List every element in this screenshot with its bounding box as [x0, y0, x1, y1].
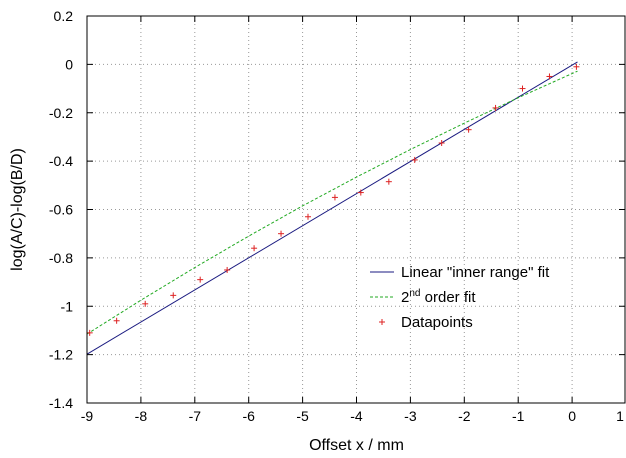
x-tick-label: -5 [296, 408, 309, 424]
legend-label: Linear "inner range" fit [401, 264, 550, 281]
y-tick-label: -0.2 [49, 105, 73, 121]
datapoint-marker [357, 189, 364, 196]
datapoint-marker [411, 156, 418, 163]
legend: Linear "inner range" fit 2nd order fit Dat… [370, 264, 550, 331]
datapoint-marker [385, 178, 392, 185]
legend-label-text: Linear "inner range" fit [401, 264, 550, 281]
legend-label-superscript: nd [409, 288, 420, 299]
datapoint-marker [170, 292, 177, 299]
x-tick-label: -1 [512, 408, 525, 424]
datapoint-marker [546, 73, 553, 80]
y-axis-label: log(A/C)-log(B/D) [9, 148, 26, 271]
y-tick-label: -1 [61, 298, 74, 314]
datapoint-marker [304, 213, 311, 220]
datapoint-marker [113, 317, 120, 324]
legend-label: Datapoints [401, 314, 473, 331]
datapoint-marker [251, 245, 258, 252]
datapoint-marker [278, 230, 285, 237]
grid [87, 16, 626, 403]
datapoint-marker [224, 266, 231, 273]
legend-swatch-datapoints [379, 319, 385, 325]
datapoint-marker [519, 85, 526, 92]
y-tick-label: 0 [65, 56, 73, 72]
legend-label: 2nd order fit [401, 288, 476, 306]
datapoint-marker [492, 104, 499, 111]
y-tick-label: -0.6 [49, 202, 73, 218]
x-tick-label: -9 [81, 408, 94, 424]
datapoint-marker [197, 276, 204, 283]
legend-label-text: Datapoints [401, 314, 473, 331]
x-tick-label: -7 [189, 408, 202, 424]
x-tick-label: -6 [242, 408, 255, 424]
second-order-fit-line [86, 70, 578, 335]
y-tick-label: 0.2 [54, 8, 74, 24]
datapoint-marker [465, 126, 472, 133]
x-tick-label: -2 [458, 408, 471, 424]
x-tick-label: 1 [616, 408, 624, 424]
x-tick-label: -8 [135, 408, 148, 424]
legend-label-text: 2 [401, 289, 409, 306]
x-tick-label: -4 [350, 408, 363, 424]
axis-ticks: -9 -8 -7 -6 -5 -4 -3 -2 -1 0 1 -1.4 -1.2 -1 -0.8 -0.6 -0… [49, 8, 626, 424]
datapoint-marker [573, 63, 580, 70]
x-tick-label: -3 [404, 408, 417, 424]
plot-area [86, 61, 580, 355]
linear-fit-line [86, 61, 578, 355]
legend-label-suffix: order fit [420, 289, 476, 306]
y-tick-label: -0.8 [49, 250, 73, 266]
x-tick-label: 0 [568, 408, 576, 424]
datapoint-marker [86, 329, 93, 336]
datapoint-marker [331, 194, 338, 201]
y-tick-label: -0.4 [49, 153, 73, 169]
x-axis-label: Offset x / mm [309, 437, 404, 454]
y-tick-label: -1.2 [49, 347, 73, 363]
datapoint-marker [142, 300, 149, 307]
y-tick-label: -1.4 [49, 395, 73, 411]
datapoint-marker [438, 139, 445, 146]
